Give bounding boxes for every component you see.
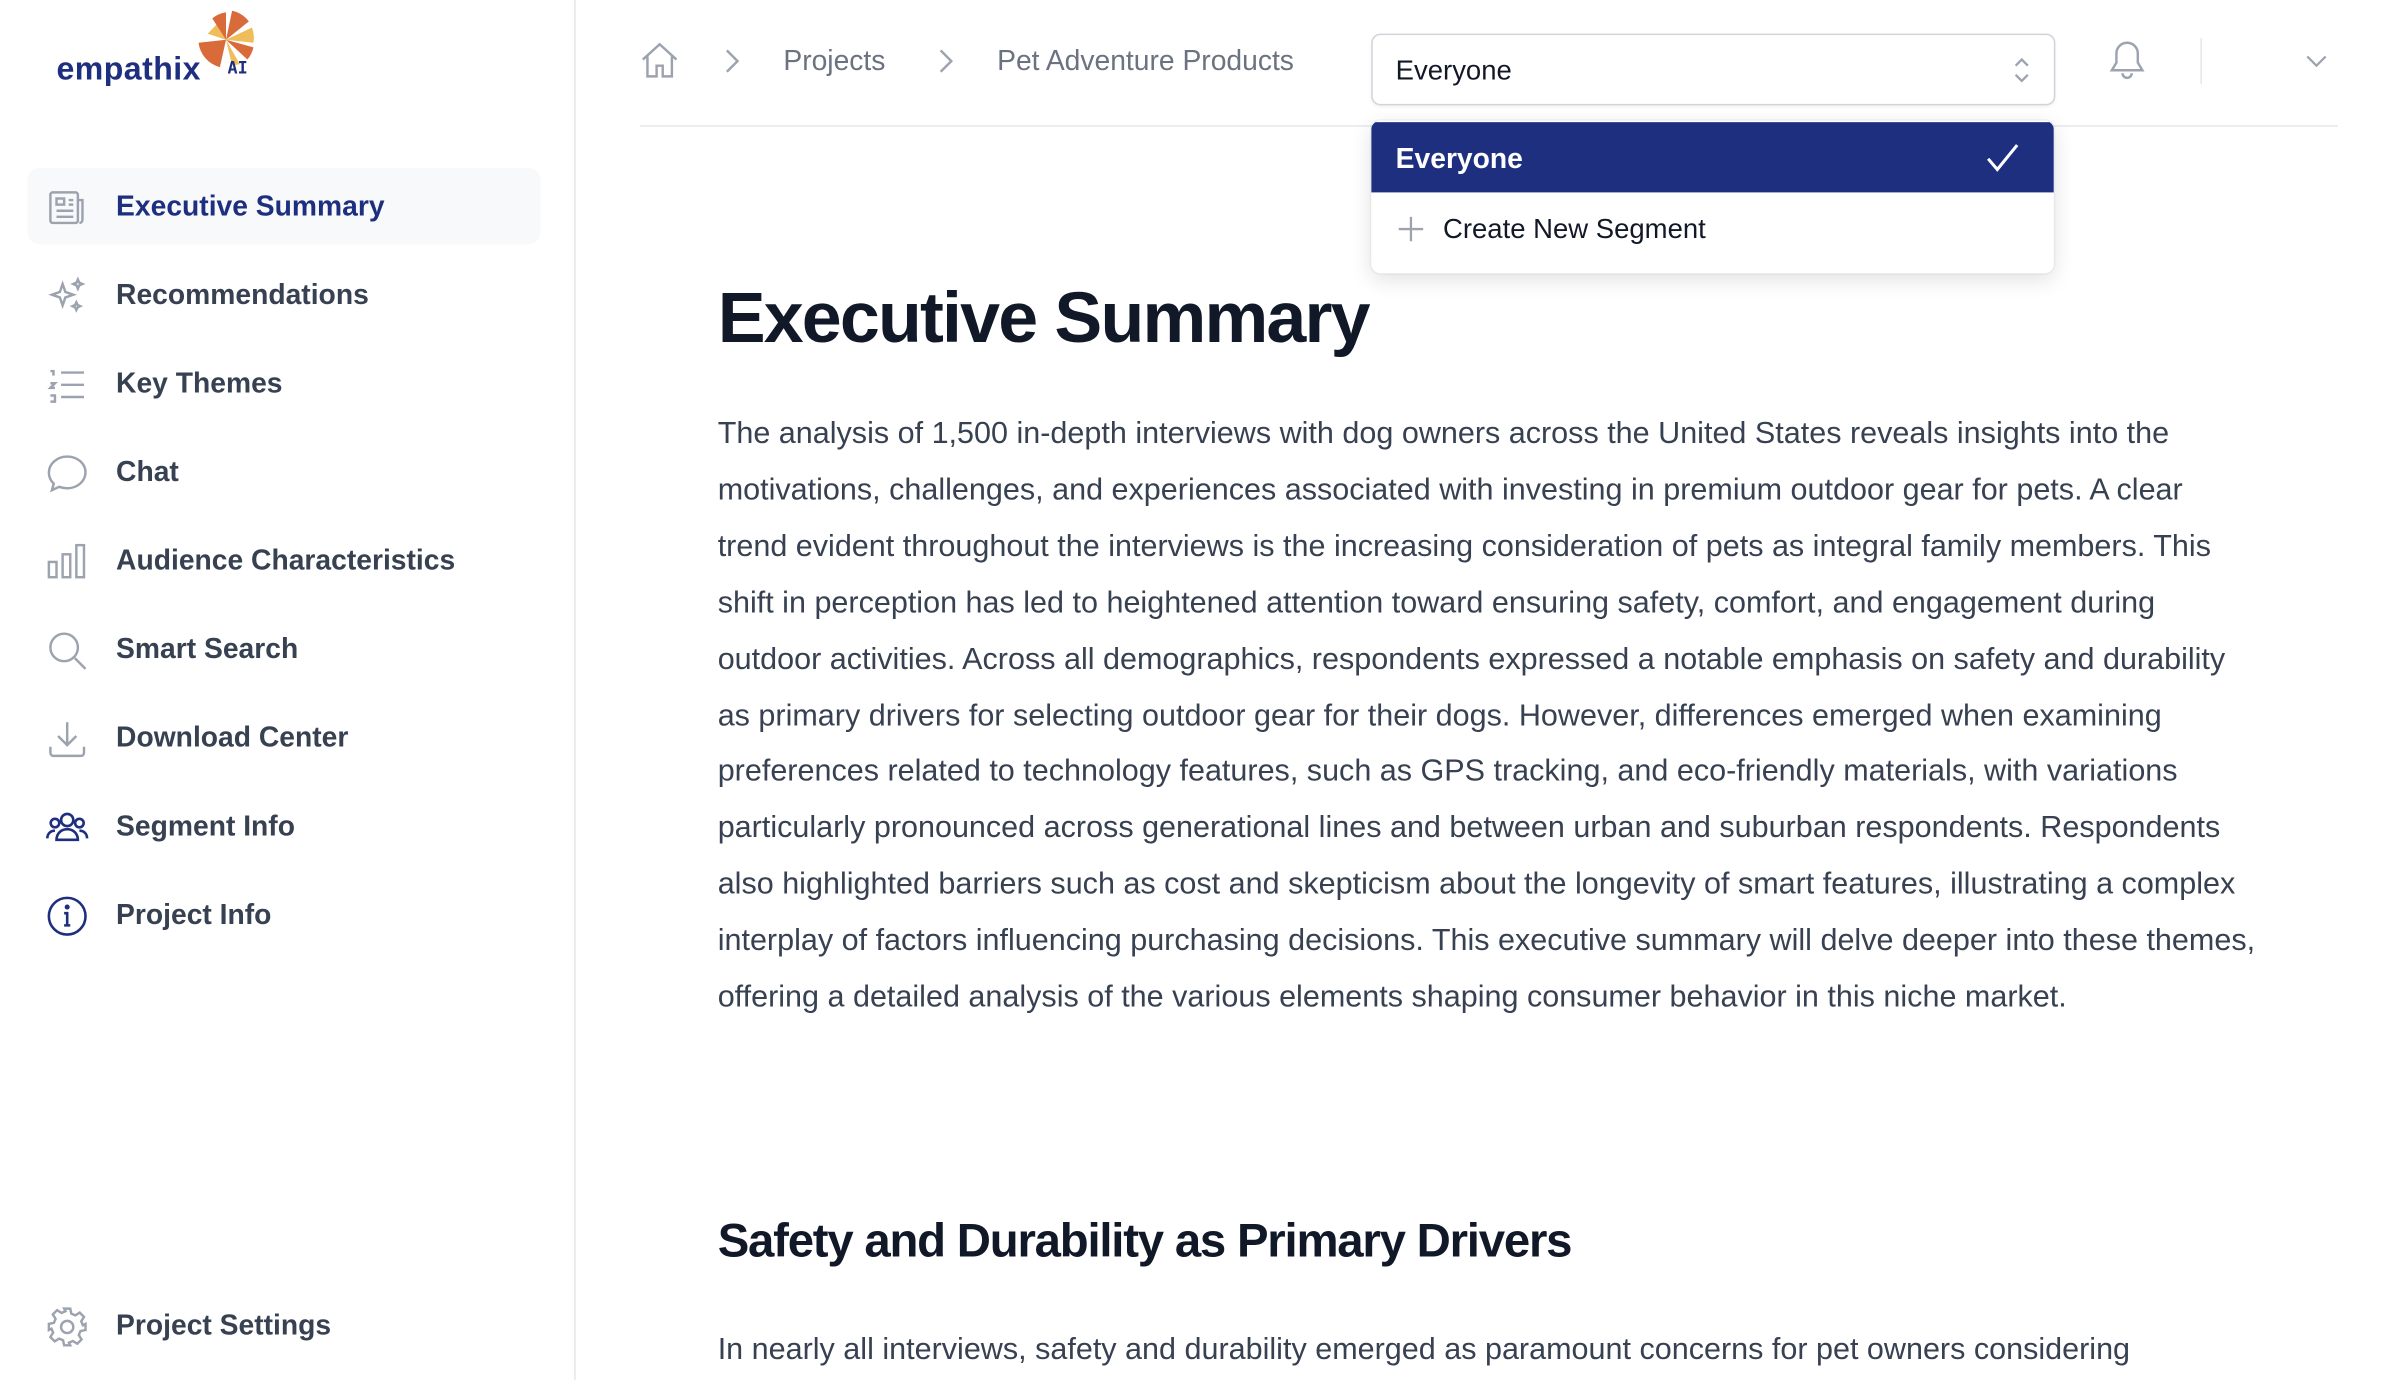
newspaper-icon — [46, 186, 89, 229]
option-label: Everyone — [1395, 142, 1523, 175]
sidebar-item-label: Chat — [116, 455, 179, 488]
sidebar-item-recommendations[interactable]: Recommendations — [27, 257, 540, 333]
sidebar-item-key-themes[interactable]: Key Themes — [27, 345, 540, 421]
summary-paragraph: The analysis of 1,500 in-depth interview… — [717, 416, 2256, 1015]
logo-wordmark: empathix — [56, 51, 201, 88]
check-icon — [1986, 144, 2019, 172]
empathix-logo[interactable]: empathix AI — [55, 9, 269, 95]
sidebar-item-label: Audience Characteristics — [116, 543, 456, 576]
sidebar: empathix AI Executive Summary Recommenda… — [0, 0, 576, 1380]
section-paragraph: In nearly all interviews, safety and dur… — [717, 1333, 2131, 1367]
list-icon — [46, 363, 89, 406]
sidebar-item-chat[interactable]: Chat — [27, 434, 540, 510]
info-icon — [46, 895, 89, 938]
segment-select-value: Everyone — [1395, 54, 1512, 86]
chevron-right-icon — [725, 49, 740, 73]
sidebar-item-audience-characteristics[interactable]: Audience Characteristics — [27, 522, 540, 598]
chat-bubble-icon — [46, 452, 89, 495]
create-new-segment-option[interactable]: Create New Segment — [1371, 194, 2054, 264]
logo-ai-suffix: AI — [227, 58, 248, 78]
breadcrumb-projects[interactable]: Projects — [783, 44, 886, 77]
sidebar-item-label: Project Settings — [116, 1308, 332, 1341]
header-divider — [2200, 38, 2202, 84]
logo-starburst-icon — [198, 10, 254, 68]
breadcrumb-current-project[interactable]: Pet Adventure Products — [997, 44, 1294, 77]
sidebar-item-project-info[interactable]: Project Info — [27, 876, 540, 952]
sidebar-item-project-settings[interactable]: Project Settings — [27, 1287, 540, 1363]
download-icon — [46, 718, 89, 761]
segment-option-everyone[interactable]: Everyone — [1371, 122, 2054, 193]
page-title: Executive Summary — [717, 276, 1371, 358]
plus-icon — [1398, 216, 1424, 242]
sparkles-icon — [46, 275, 89, 318]
option-label: Create New Segment — [1443, 213, 1706, 245]
gear-icon — [46, 1306, 89, 1349]
sidebar-item-smart-search[interactable]: Smart Search — [27, 611, 540, 687]
chevron-up-down-icon — [2014, 57, 2029, 83]
sidebar-item-label: Download Center — [116, 720, 349, 753]
chevron-down-icon[interactable] — [2304, 49, 2328, 73]
sidebar-item-segment-info[interactable]: Segment Info — [27, 788, 540, 864]
sidebar-item-label: Project Info — [116, 897, 272, 930]
top-header: Projects Pet Adventure Products Everyone — [639, 0, 2338, 127]
bell-icon[interactable] — [2107, 40, 2147, 83]
segment-select[interactable]: Everyone — [1371, 33, 2056, 106]
users-icon — [46, 806, 89, 849]
sidebar-item-executive-summary[interactable]: Executive Summary — [27, 167, 541, 245]
segment-dropdown-menu: Everyone Create New Segment — [1371, 120, 2054, 274]
sidebar-item-label: Recommendations — [116, 277, 369, 310]
section-title: Safety and Durability as Primary Drivers — [717, 1213, 1573, 1268]
sidebar-item-download-center[interactable]: Download Center — [27, 699, 540, 775]
bar-chart-icon — [46, 541, 89, 584]
sidebar-item-label: Key Themes — [116, 366, 283, 399]
sidebar-item-label: Segment Info — [116, 809, 295, 842]
sidebar-item-label: Smart Search — [116, 632, 299, 665]
home-icon[interactable] — [640, 41, 680, 81]
chevron-right-icon — [939, 49, 954, 73]
search-icon — [46, 629, 89, 672]
sidebar-item-label: Executive Summary — [116, 189, 385, 222]
